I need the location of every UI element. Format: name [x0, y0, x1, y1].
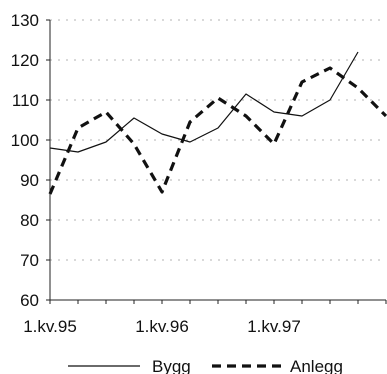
y-tick-label: 110 [12, 91, 39, 110]
y-tick-label: 80 [20, 211, 39, 230]
legend: Bygg Anlegg [68, 357, 343, 374]
y-axis-ticks: 60 70 80 90 100 110 120 130 [11, 11, 50, 310]
gridlines [50, 19, 386, 261]
x-axis-ticks: 1.kv.95 1.kv.96 1.kv.97 [23, 300, 387, 336]
y-tick-label: 130 [11, 11, 39, 30]
series-line-bygg [49, 51, 359, 153]
y-tick-label: 60 [20, 291, 39, 310]
y-tick-label: 90 [20, 171, 39, 190]
x-tick-label: 1.kv.96 [135, 317, 189, 336]
series-line-anlegg [48, 66, 387, 195]
x-tick-label: 1.kv.95 [23, 317, 77, 336]
x-tick-label: 1.kv.97 [247, 317, 301, 336]
legend-label-anlegg: Anlegg [290, 357, 343, 374]
axes [49, 20, 386, 301]
series-lines [48, 51, 387, 195]
y-tick-label: 100 [11, 131, 39, 150]
legend-label-bygg: Bygg [152, 357, 191, 374]
y-tick-label: 120 [11, 51, 39, 70]
y-tick-label: 70 [20, 251, 39, 270]
